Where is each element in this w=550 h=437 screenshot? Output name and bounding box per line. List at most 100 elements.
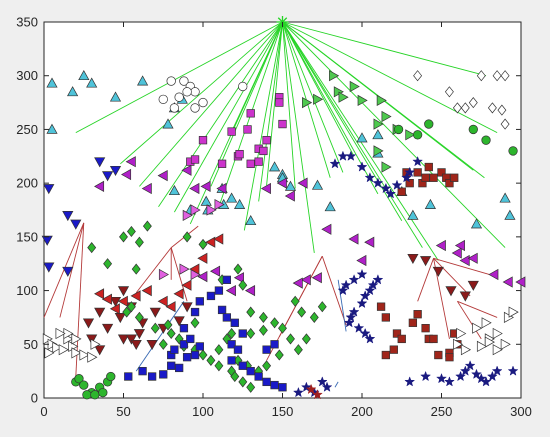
data-point-diamond	[230, 370, 240, 383]
data-point-diamond	[468, 97, 478, 109]
data-point-triangle-left	[209, 265, 221, 277]
link-line	[231, 21, 283, 132]
data-point-triangle-down	[149, 307, 161, 318]
data-point-triangle-left	[435, 239, 446, 252]
data-point-square	[167, 361, 176, 370]
data-point-pentagram	[359, 290, 371, 301]
data-point-square	[198, 136, 208, 145]
data-point-square	[175, 363, 184, 373]
data-point-diamond	[258, 311, 268, 323]
data-point-circle	[424, 119, 434, 129]
data-point-triangle-right	[456, 327, 467, 340]
data-point-circle	[393, 124, 404, 135]
data-point-triangle-right	[79, 349, 90, 361]
data-point-triangle-up	[245, 214, 257, 226]
link-line	[417, 258, 434, 302]
data-point-triangle-down	[109, 165, 122, 177]
data-point-square	[450, 173, 459, 182]
data-point-pentagram	[444, 376, 455, 387]
data-point-pentagram	[329, 158, 341, 169]
data-point-square	[222, 275, 232, 284]
data-point-square	[421, 173, 430, 182]
data-point-pentagram	[471, 368, 482, 379]
data-point-triangle-right	[349, 80, 360, 93]
data-point-diamond	[198, 349, 208, 361]
link-line	[282, 21, 506, 248]
data-point-square	[238, 361, 247, 370]
data-point-triangle-up	[311, 179, 324, 190]
data-point-diamond	[274, 349, 284, 361]
data-point-pentagram	[455, 370, 466, 382]
data-point-square	[262, 345, 271, 354]
data-point-triangle-right	[357, 94, 368, 106]
data-point-triangle-down	[94, 345, 106, 356]
data-point-square	[405, 178, 414, 188]
link-line	[139, 21, 283, 187]
data-point-triangle-left	[244, 285, 256, 297]
data-point-diamond	[150, 322, 160, 334]
data-point-triangle-right	[90, 338, 101, 350]
data-point-circle	[106, 371, 116, 382]
data-point-triangle-down	[43, 184, 55, 195]
data-point-diamond	[309, 311, 319, 323]
data-point-pentagram	[305, 383, 317, 395]
data-point-triangle-left	[157, 295, 168, 307]
data-point-diamond	[214, 344, 224, 356]
data-point-triangle-left	[233, 272, 244, 284]
data-point-triangle-left	[189, 263, 200, 275]
data-point-triangle-right	[381, 110, 392, 123]
link-line	[433, 258, 471, 297]
data-point-diamond	[227, 327, 237, 340]
data-point-pentagram	[343, 317, 355, 328]
data-point-circle	[508, 146, 518, 156]
data-point-triangle-left	[276, 177, 287, 189]
data-point-square	[227, 356, 236, 365]
data-point-triangle-down	[114, 313, 126, 324]
plot-area	[43, 21, 522, 399]
data-point-diamond	[134, 311, 144, 323]
data-point-triangle-up	[504, 209, 516, 220]
data-point-diamond	[290, 295, 300, 307]
data-point-triangle-right	[338, 91, 349, 103]
data-point-pentagram	[356, 297, 368, 309]
data-point-diamond	[413, 70, 423, 82]
data-point-triangle-left	[216, 182, 227, 195]
data-point-triangle-left	[321, 223, 332, 235]
link-line	[135, 301, 185, 372]
data-point-circle	[182, 87, 192, 97]
data-point-triangle-left	[181, 164, 192, 176]
link-line	[158, 21, 283, 208]
data-point-triangle-left	[364, 236, 375, 248]
y-tick-label: 250	[16, 122, 38, 137]
data-point-diamond	[487, 102, 497, 114]
data-point-triangle-right	[44, 347, 55, 359]
data-point-diamond	[119, 231, 128, 243]
data-point-pentagram	[356, 161, 368, 172]
data-point-square	[437, 168, 446, 177]
data-point-triangle-down	[117, 334, 130, 345]
data-point-circle	[74, 374, 84, 384]
data-point-square	[179, 324, 189, 333]
x-tick-label: 300	[510, 404, 532, 419]
link-line	[337, 279, 347, 332]
x-tick-label: 250	[431, 404, 453, 419]
data-point-square	[217, 305, 227, 315]
data-point-diamond	[246, 306, 256, 318]
data-point-triangle-left	[300, 274, 311, 286]
data-point-square	[408, 318, 418, 327]
data-point-square	[270, 380, 279, 390]
data-point-triangle-up	[372, 129, 384, 140]
data-point-triangle-right	[55, 327, 66, 340]
data-point-triangle-left	[284, 190, 295, 202]
data-point-square	[413, 310, 422, 319]
data-point-triangle-left	[225, 285, 236, 297]
data-point-square	[259, 146, 268, 156]
link-line	[282, 21, 315, 254]
data-point-triangle-up	[162, 118, 174, 129]
data-point-triangle-left	[117, 295, 128, 307]
data-point-diamond	[142, 220, 152, 232]
data-point-diamond	[238, 376, 248, 388]
data-point-diamond	[182, 231, 192, 243]
data-point-square	[389, 345, 398, 354]
data-point-pentagram	[436, 372, 447, 384]
